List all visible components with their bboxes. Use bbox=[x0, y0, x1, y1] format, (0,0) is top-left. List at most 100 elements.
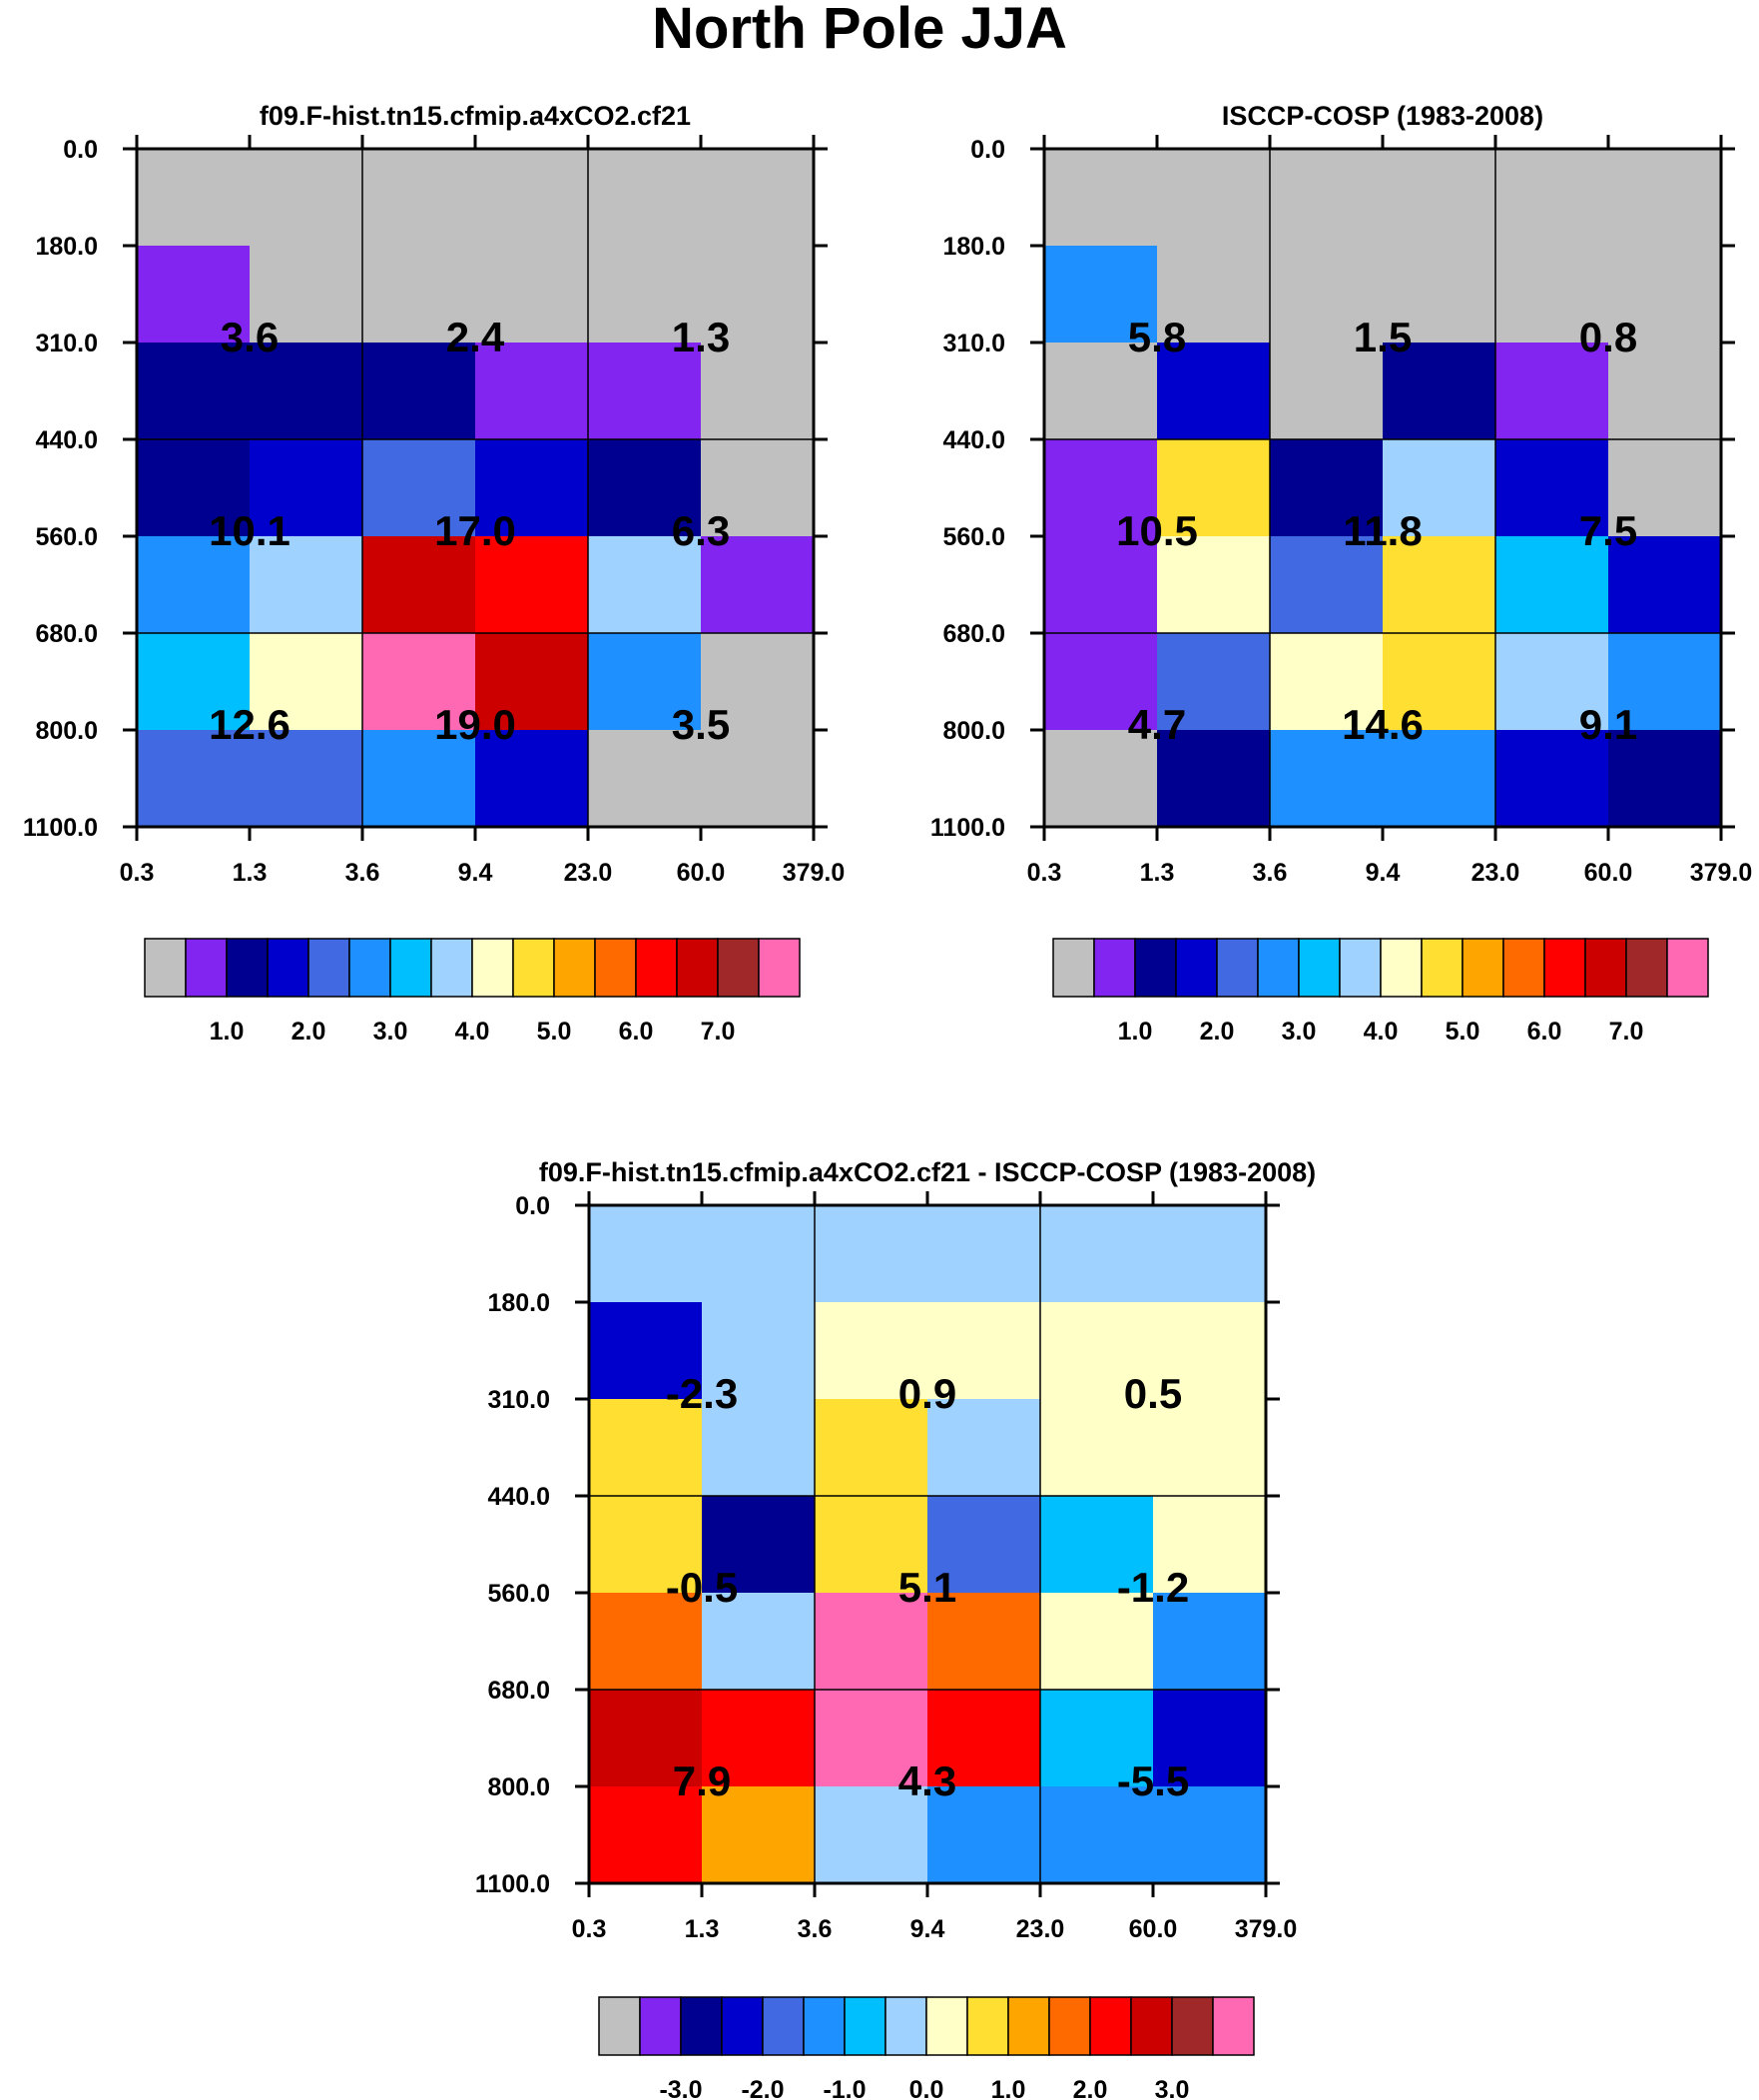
heatmap-cell bbox=[1157, 246, 1271, 344]
y-tick-label: 180.0 bbox=[35, 233, 98, 261]
colorbar-swatch bbox=[594, 938, 637, 998]
block-value: -2.3 bbox=[666, 1370, 738, 1417]
heatmap-cell bbox=[362, 439, 476, 537]
heatmap-cell bbox=[1608, 730, 1722, 828]
heatmap-cell bbox=[588, 246, 702, 344]
heatmap-cell bbox=[137, 730, 251, 828]
heatmap-cell bbox=[137, 633, 251, 731]
colorbar-swatch bbox=[1007, 1996, 1050, 2056]
block-value: 9.1 bbox=[1579, 701, 1637, 748]
heatmap-cell bbox=[1270, 343, 1384, 440]
block-value: 1.3 bbox=[672, 314, 730, 360]
colorbar-swatch bbox=[1257, 938, 1300, 998]
y-tick-label: 800.0 bbox=[942, 717, 1005, 745]
heatmap-cell bbox=[702, 1593, 816, 1691]
colorbar-label: 3.0 bbox=[1282, 1018, 1317, 1046]
heatmap-cell bbox=[588, 149, 702, 247]
colorbar-swatch bbox=[676, 938, 719, 998]
heatmap-cell bbox=[1608, 149, 1722, 247]
heatmap-cell bbox=[701, 730, 815, 828]
colorbar-label: 3.0 bbox=[373, 1018, 408, 1046]
colorbar-label: 0.0 bbox=[909, 2076, 944, 2100]
x-tick-label: 23.0 bbox=[1471, 859, 1520, 887]
figure-title: North Pole JJA bbox=[652, 0, 1067, 61]
block-value: 3.6 bbox=[221, 314, 279, 360]
x-tick-label: 9.4 bbox=[458, 859, 493, 887]
heatmap-cell bbox=[362, 730, 476, 828]
heatmap-cell bbox=[1044, 536, 1158, 634]
block-value: 4.7 bbox=[1128, 701, 1186, 748]
heatmap-cell bbox=[1270, 149, 1384, 247]
heatmap-cell bbox=[1044, 246, 1158, 344]
heatmap-cell bbox=[137, 149, 251, 247]
heatmap-cell bbox=[589, 1399, 703, 1497]
y-tick-label: 0.0 bbox=[970, 136, 1005, 164]
heatmap-cell bbox=[701, 149, 815, 247]
colorbar-swatch bbox=[226, 938, 269, 998]
x-tick-label: 379.0 bbox=[783, 859, 846, 887]
colorbar-swatch bbox=[1666, 938, 1709, 998]
colorbar: -3.0 -2.0 -1.0 0.0 1.0 2.0 3.0 bbox=[598, 1996, 1255, 2100]
heatmap-cell bbox=[815, 1690, 928, 1787]
y-tick-label: 1100.0 bbox=[475, 1870, 550, 1898]
heatmap-cell bbox=[475, 149, 589, 247]
x-tick-label: 0.3 bbox=[120, 859, 155, 887]
block-value: 7.9 bbox=[673, 1757, 731, 1804]
colorbar-swatch bbox=[844, 1996, 886, 2056]
x-tick-label: 23.0 bbox=[564, 859, 613, 887]
block-value: -0.5 bbox=[666, 1564, 738, 1611]
panel-title: f09.F-hist.tn15.cfmip.a4xCO2.cf21 - ISCC… bbox=[539, 1157, 1316, 1187]
x-tick-label: 60.0 bbox=[677, 859, 726, 887]
heatmap-cell bbox=[1044, 730, 1158, 828]
colorbar-label: 5.0 bbox=[1446, 1018, 1480, 1046]
block-value: 4.3 bbox=[898, 1757, 956, 1804]
heatmap-cell bbox=[1495, 633, 1609, 731]
colorbar-label: 7.0 bbox=[1609, 1018, 1644, 1046]
colorbar-swatch bbox=[512, 938, 555, 998]
y-tick-label: 310.0 bbox=[942, 330, 1005, 357]
colorbar-swatch bbox=[1216, 938, 1259, 998]
y-tick-label: 680.0 bbox=[942, 620, 1005, 648]
colorbar-label: 5.0 bbox=[537, 1018, 572, 1046]
heatmap-cell bbox=[362, 246, 476, 344]
colorbar-swatch bbox=[598, 1996, 641, 2056]
heatmap-cell bbox=[250, 439, 363, 537]
heatmap-cell bbox=[1153, 1690, 1267, 1787]
heatmap-cell bbox=[137, 439, 251, 537]
colorbar-swatch bbox=[1339, 938, 1382, 998]
heatmap-cell bbox=[1044, 149, 1158, 247]
colorbar: 1.0 2.0 3.0 4.0 5.0 6.0 7.0 bbox=[1052, 938, 1709, 1046]
x-tick-label: 379.0 bbox=[1235, 1915, 1298, 1943]
colorbar-swatch bbox=[1298, 938, 1341, 998]
heatmap-cell bbox=[362, 536, 476, 634]
heatmap-cell bbox=[1157, 149, 1271, 247]
heatmap-cell bbox=[475, 633, 589, 731]
y-tick-label: 440.0 bbox=[487, 1483, 550, 1511]
heatmap-cell bbox=[1495, 536, 1609, 634]
heatmap-cell bbox=[702, 1205, 816, 1303]
y-tick-label: 310.0 bbox=[487, 1386, 550, 1414]
heatmap-cell bbox=[137, 536, 251, 634]
heatmap-cell bbox=[475, 536, 589, 634]
heatmap-cell bbox=[1270, 730, 1384, 828]
heatmap-cell bbox=[1153, 1786, 1267, 1884]
colorbar: 1.0 2.0 3.0 4.0 5.0 6.0 7.0 bbox=[144, 938, 801, 1046]
heatmap-cell bbox=[927, 1399, 1041, 1497]
colorbar-label: 2.0 bbox=[1073, 2076, 1108, 2100]
heatmap-cell bbox=[1608, 439, 1722, 537]
colorbar-swatch bbox=[553, 938, 596, 998]
colorbar-swatch bbox=[803, 1996, 846, 2056]
heatmap-cell bbox=[815, 1786, 928, 1884]
heatmap-cell bbox=[815, 1205, 928, 1303]
colorbar-swatch bbox=[471, 938, 514, 998]
y-tick-label: 440.0 bbox=[35, 426, 98, 454]
heatmap-cell bbox=[1157, 633, 1271, 731]
heatmap-cell bbox=[1608, 633, 1722, 731]
heatmap-cell bbox=[1044, 343, 1158, 440]
block-value: 0.9 bbox=[898, 1370, 956, 1417]
heatmap-cell bbox=[702, 1496, 816, 1594]
x-tick-label: 3.6 bbox=[345, 859, 380, 887]
heatmap-cell bbox=[588, 343, 702, 440]
colorbar-label: 6.0 bbox=[619, 1018, 654, 1046]
heatmap-cell bbox=[1383, 730, 1496, 828]
